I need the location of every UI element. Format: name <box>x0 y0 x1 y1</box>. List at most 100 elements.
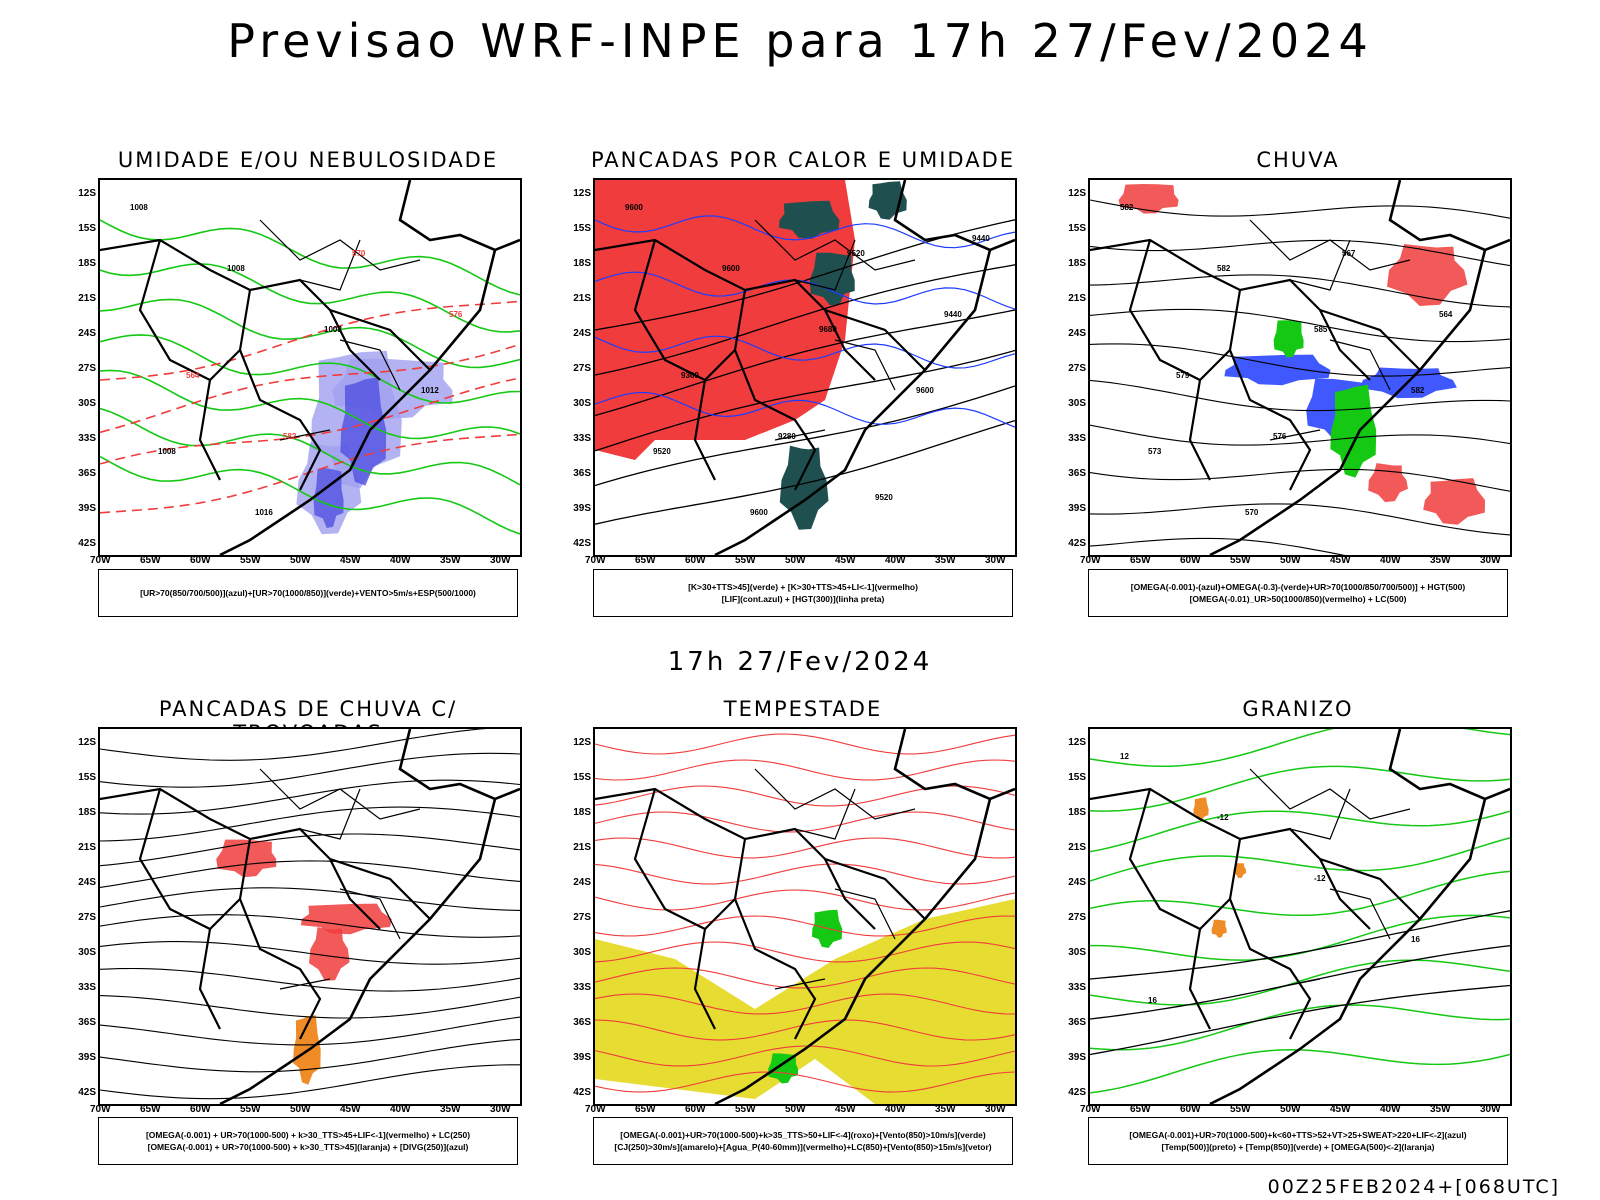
temp500-contour <box>1090 984 1510 1056</box>
panel-title: GRANIZO <box>1242 697 1354 721</box>
longitude-label: 60W <box>685 555 706 566</box>
omega500-area <box>1233 862 1247 879</box>
latitude-label: 18S <box>1068 807 1086 818</box>
latitude-label: 12S <box>1068 188 1086 199</box>
temp850-contour <box>1090 837 1510 882</box>
streamline <box>1090 379 1510 412</box>
instability-area <box>595 180 855 460</box>
longitude-label: 65W <box>140 1104 161 1115</box>
latitude-label: 12S <box>573 188 591 199</box>
latitude-label: 36S <box>573 468 591 479</box>
humidity-contour <box>100 407 520 486</box>
latitude-label: 18S <box>1068 258 1086 269</box>
streamline <box>100 887 520 911</box>
streamline <box>1090 274 1510 308</box>
legend-line: [Temp(500)](preto) + [Temp(850)](verde) … <box>1161 1142 1435 1152</box>
latitude-label: 42S <box>573 1087 591 1098</box>
contour-label: 585 <box>1314 325 1328 334</box>
panel-legend: [OMEGA(-0.001) + UR>70(1000-500) + k>30_… <box>98 1117 518 1165</box>
legend-line: [OMEGA(-0.001)-(azul)+OMEGA(-0.3)-(verde… <box>1130 582 1466 592</box>
heat-humidity-area <box>779 200 840 239</box>
state-borders <box>1249 768 1411 990</box>
latitude-label: 39S <box>78 503 96 514</box>
longitude-label: 30W <box>490 1104 511 1115</box>
streamline <box>100 860 520 888</box>
longitude-label: 55W <box>735 1104 756 1115</box>
longitude-label: 30W <box>985 555 1006 566</box>
longitude-label: 45W <box>1330 555 1351 566</box>
longitude-label: 45W <box>1330 1104 1351 1115</box>
latitude-label: 33S <box>573 982 591 993</box>
longitude-label: 50W <box>785 1104 806 1115</box>
longitude-label: 40W <box>1380 555 1401 566</box>
water-contour <box>595 863 1015 885</box>
lif-contour <box>595 335 1015 369</box>
latitude-label: 36S <box>78 468 96 479</box>
contour-label: 16 <box>1148 996 1157 1005</box>
longitude-label: 35W <box>935 555 956 566</box>
longitude-label: 35W <box>935 1104 956 1115</box>
omega500-area <box>1193 797 1209 821</box>
streamline <box>100 1038 520 1073</box>
country-borders <box>595 787 926 1040</box>
contour-label: 9520 <box>875 493 893 502</box>
longitude-label: 70W <box>1080 1104 1101 1115</box>
latitude-label: 36S <box>573 1017 591 1028</box>
latitude-label: 33S <box>78 433 96 444</box>
legend-line: [CJ(250)>30m/s](amarelo)+[Agua_P(40-60mm… <box>614 1142 992 1152</box>
legend-line: [OMEGA(-0.01)_UR>50(1000/850)(vermelho) … <box>1189 594 1407 604</box>
water-contour <box>595 785 1015 807</box>
latitude-label: 30S <box>573 398 591 409</box>
latitude-label: 21S <box>1068 293 1086 304</box>
latitude-label: 36S <box>1068 468 1086 479</box>
latitude-label: 27S <box>78 912 96 923</box>
thickness-contour <box>100 300 520 381</box>
panel-legend: [OMEGA(-0.001)+UR>70(1000-500)+k>35_TTS>… <box>593 1117 1013 1165</box>
longitude-label: 30W <box>490 555 511 566</box>
longitude-label: 50W <box>1280 1104 1301 1115</box>
hgt300-contour <box>595 419 1015 525</box>
contour-label: 576 <box>449 310 463 319</box>
storm-area <box>300 903 392 935</box>
water-contour <box>595 993 1015 1015</box>
latitude-label: 42S <box>1068 1087 1086 1098</box>
contour-label: 570 <box>352 249 366 258</box>
longitude-label: 60W <box>1180 1104 1201 1115</box>
contour-label: 564 <box>186 371 200 380</box>
omega-strong-area <box>1330 384 1377 478</box>
country-borders <box>1090 787 1421 1040</box>
forecast-map: 12 -12 -12 16 16 <box>1088 727 1512 1106</box>
rain-area <box>1368 463 1408 503</box>
water-contour <box>595 837 1015 859</box>
legend-line: [UR>70(850/700/500)](azul)+[UR>70(1000/8… <box>140 588 476 598</box>
jet-area <box>595 899 1015 1104</box>
latitude-label: 15S <box>78 223 96 234</box>
omega-area <box>1224 354 1331 386</box>
longitude-label: 70W <box>585 555 606 566</box>
panel-legend: [K>30+TTS>45](verde) + [K>30+TTS>45+LI<-… <box>593 569 1013 617</box>
longitude-label: 65W <box>1130 1104 1151 1115</box>
humidity-contour <box>100 219 520 296</box>
contour-label: 16 <box>1411 935 1420 944</box>
latitude-label: 30S <box>78 398 96 409</box>
longitude-label: 40W <box>885 1104 906 1115</box>
longitude-label: 40W <box>1380 1104 1401 1115</box>
humidity-contour <box>100 455 520 535</box>
latitude-label: 30S <box>78 947 96 958</box>
water-contour <box>595 1045 1015 1067</box>
longitude-label: 70W <box>90 1104 111 1115</box>
coastline <box>219 729 520 1104</box>
water-contour <box>595 1071 1015 1093</box>
contour-label: 1008 <box>227 264 245 273</box>
streamline <box>1090 424 1510 446</box>
latitude-label: 30S <box>573 947 591 958</box>
contour-label: 579 <box>1176 371 1190 380</box>
hgt300-contour <box>595 309 1015 417</box>
humidity-contour <box>100 369 520 440</box>
latitude-label: 27S <box>78 363 96 374</box>
heat-humidity-area <box>809 252 855 306</box>
longitude-label: 30W <box>1480 1104 1501 1115</box>
map-svg: 12 -12 -12 16 16 <box>1090 729 1510 1104</box>
streamline <box>100 752 520 788</box>
contour-label: 582 <box>1411 386 1425 395</box>
